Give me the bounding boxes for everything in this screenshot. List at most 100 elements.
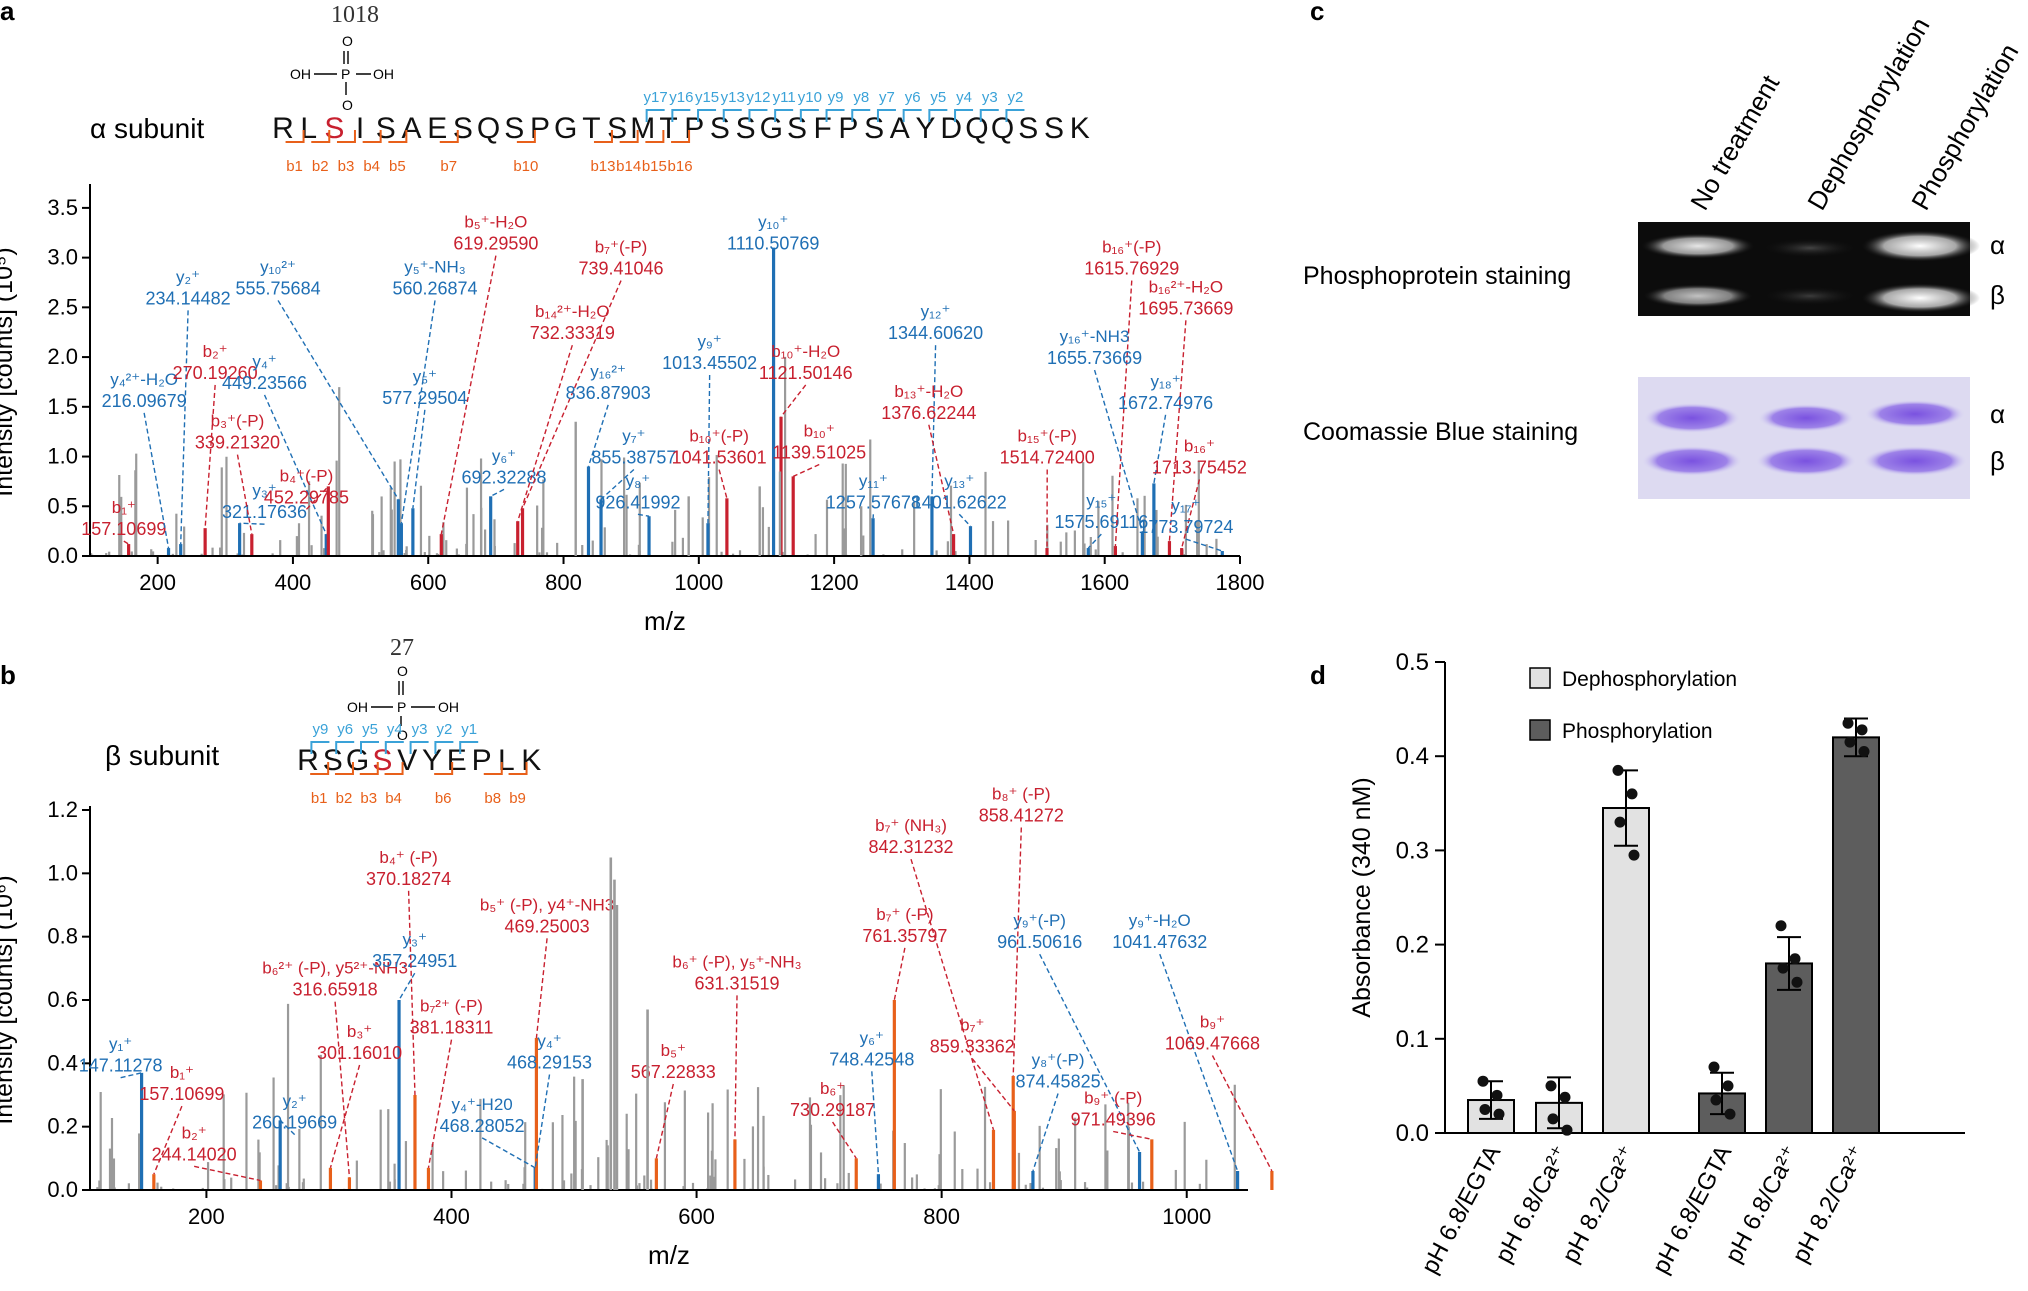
sequence-residue: P [472,744,492,777]
gel-band [1642,284,1754,308]
peak-ion-name: y₁₆⁺-NH3 [1060,327,1130,346]
peak-mz-label: 577.29504 [382,388,467,408]
sequence-residue: R [297,744,319,777]
y-tick-label: 1.0 [47,860,78,885]
x-tick-label: 1200 [810,570,859,595]
y-ion-label: y8 [853,89,869,106]
y-tick-label: 0.8 [47,924,78,949]
sequence-residue: S [864,112,884,145]
y-tick-label: 2.0 [47,344,78,369]
annotation-leader [655,1083,674,1159]
data-point [1479,1103,1491,1115]
peak-mz-label: 1257.57678 [826,492,921,512]
b-ion-bracket [645,130,665,143]
annotation-leader [1032,1093,1059,1172]
peak-ion-name: b₁₀⁺-H₂O [771,342,840,361]
peak-ion-name: b₁₀⁺(-P) [689,427,749,446]
annotation-leader [400,300,436,524]
annotation-leader [180,310,189,545]
peak-mz-label: 836.87903 [566,383,651,403]
data-point [1612,764,1624,776]
y-tick-label: 3.0 [47,245,78,270]
sequence-residue: P [530,112,550,145]
peak-ion-name: b₅⁺ [661,1041,686,1060]
sequence-residue: Y [422,744,442,777]
peak-mz-label: 1713.75452 [1152,457,1247,477]
bar [1602,807,1650,1134]
b-ion-label: b16 [668,158,693,175]
peak-mz-label: 1773.79724 [1138,517,1233,537]
sequence-residue: R [272,112,294,145]
b-ion-label: b2 [312,158,329,175]
data-point [1775,920,1787,932]
annotation-leader [521,280,622,509]
b-ion-bracket [516,130,536,143]
peak-mz-label: 1695.73669 [1138,298,1233,318]
peak-ion-name: b₄⁺ (-P) [379,848,437,867]
peak-mz-label: 1041.53601 [672,448,767,468]
y-tick-label: 0.0 [47,543,78,568]
b-ion-bracket [508,762,528,775]
x-tick-label: 600 [678,1204,715,1229]
peak-ion-name: b₇⁺(-P) [595,238,648,257]
y-ion-bracket [434,741,454,754]
annotation-leader [971,1058,1015,1112]
y-ion-bracket [310,741,330,754]
peak-ion-name: b₁⁺ [170,1063,194,1082]
b-ion-bracket [285,130,305,143]
beta-mod-mass: 27 [390,635,414,661]
peak-ion-name: y₆⁺ [492,446,516,465]
panel-label-d: d [1310,660,1326,690]
annotation-leader [1185,538,1223,552]
beta-band-label: β [1990,446,2005,476]
y-ion-label: y16 [669,89,693,106]
legend-label: Phosphorylation [1562,720,1713,743]
y-ion-bracket [774,109,794,122]
b-ion-label: b14 [616,158,641,175]
y-tick-label: 0.6 [47,987,78,1012]
beta-phospho-oh-right: OH [438,699,459,715]
gel-band [1758,404,1854,432]
beta-phospho-oh-left: OH [347,699,368,715]
peak-ion-name: y₆⁺ [860,1028,884,1047]
y-tick-label: 1.0 [47,444,78,469]
peak-ion-name: y₄⁺ [252,352,276,371]
beta-sequence-header: 27 O OH P OH O β subunit R S G S V Y E P L Ky9 y6 y… [105,635,541,807]
b-ion-label: b6 [435,790,452,807]
y-ion-label: y6 [337,721,353,738]
peak-ion-name: b₉⁺ [1200,1013,1225,1032]
data-point [1493,1108,1505,1120]
peak-ion-name: y₁₅⁺ [1086,491,1116,510]
b-ion-bracket [434,762,454,775]
peak-ion-name: b₈⁺ (-P) [992,785,1051,804]
peak-mz-label: 855.38757 [591,448,676,468]
data-point [1614,816,1626,828]
b-ion-label: b1 [286,158,303,175]
peak-mz-label: 216.09679 [102,391,187,411]
data-point [1708,1061,1720,1073]
peak-mz-label: 961.50616 [997,932,1082,952]
peak-mz-label: 260.19669 [252,1113,337,1133]
y-ion-label: y4 [387,721,403,738]
y-ion-label: y15 [695,89,719,106]
annotation-leader [1153,414,1167,484]
peak-ion-name: y₄⁺ [537,1032,561,1051]
peak-ion-name: b₁₅⁺(-P) [1018,427,1077,446]
annotation-leader [305,485,329,510]
annotation-leader [931,345,937,497]
y-ion-bracket [645,109,665,122]
annotation-leader [277,300,399,500]
data-point [1724,1108,1736,1120]
alpha-phospho-p: P [341,66,350,82]
phosphoprotein-staining-label: Phosphoprotein staining [1303,262,1571,290]
alpha-band-label: α [1990,230,2005,260]
y-ion-label: y4 [956,89,972,106]
peak-mz-label: 1514.72400 [1000,448,1095,468]
y-tick-label: 0.5 [47,493,78,518]
peak-mz-label: 381.18311 [410,1018,494,1038]
legend-swatch [1529,719,1551,741]
y-tick-label: 0.5 [1396,649,1429,676]
y-ion-bracket [979,109,999,122]
gel-band [1760,286,1860,306]
